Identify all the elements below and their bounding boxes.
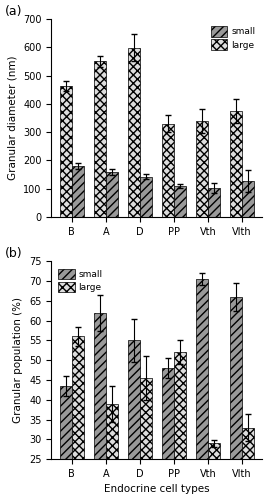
X-axis label: Endocrine cell types: Endocrine cell types — [104, 484, 210, 494]
Legend: small, large: small, large — [56, 266, 105, 295]
Bar — [162, 368, 174, 500]
Bar — [208, 444, 220, 500]
Bar — [230, 111, 242, 217]
Bar — [140, 176, 152, 217]
Bar — [140, 378, 152, 500]
Bar — [230, 297, 242, 500]
Bar — [128, 48, 140, 217]
Bar — [242, 428, 254, 500]
Text: (b): (b) — [5, 248, 23, 260]
Bar — [196, 279, 208, 500]
Bar — [196, 121, 208, 217]
Bar — [106, 404, 118, 500]
Bar — [72, 166, 84, 217]
Bar — [208, 188, 220, 217]
Y-axis label: Granular diameter (nm): Granular diameter (nm) — [8, 56, 17, 180]
Bar — [162, 124, 174, 217]
Bar — [60, 386, 72, 500]
Bar — [174, 186, 186, 217]
Bar — [60, 86, 72, 217]
Bar — [242, 181, 254, 217]
Bar — [174, 352, 186, 500]
Bar — [72, 336, 84, 500]
Bar — [94, 312, 106, 500]
Bar — [106, 172, 118, 217]
Bar — [94, 62, 106, 217]
Y-axis label: Granular population (%): Granular population (%) — [13, 297, 24, 423]
Legend: small, large: small, large — [209, 24, 258, 52]
Text: (a): (a) — [5, 5, 22, 18]
Bar — [128, 340, 140, 500]
